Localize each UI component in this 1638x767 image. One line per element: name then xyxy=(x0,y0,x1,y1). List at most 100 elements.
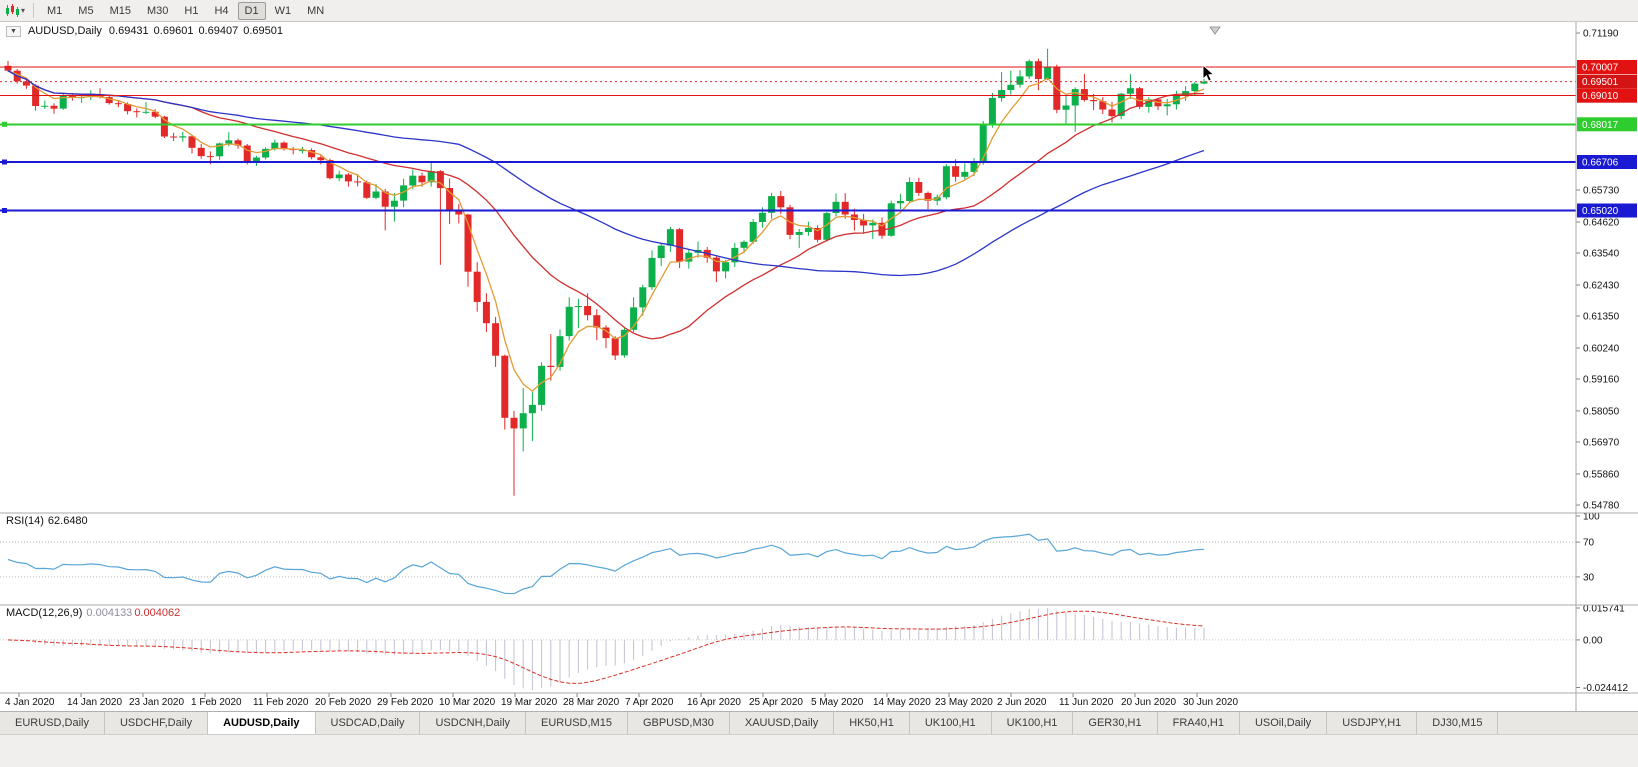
rsi-value: 62.6480 xyxy=(47,515,88,527)
ohlc-high: 0.69601 xyxy=(153,25,194,37)
candle xyxy=(998,72,1006,102)
rsi-line xyxy=(7,533,1205,595)
candle xyxy=(896,193,904,209)
level-lines-layer xyxy=(0,66,1576,213)
candle xyxy=(390,192,398,222)
chart-tab-dj30-m15[interactable]: DJ30,M15 xyxy=(1417,712,1499,734)
candle xyxy=(942,164,950,200)
chart-tab-fra40-h1[interactable]: FRA40,H1 xyxy=(1158,712,1240,734)
candle xyxy=(988,92,996,128)
candle xyxy=(869,219,877,239)
chart-tab-xauusd-daily[interactable]: XAUUSD,Daily xyxy=(730,712,835,734)
candle xyxy=(1200,78,1208,85)
price-axis-label: 0.55860 xyxy=(1583,469,1620,480)
chart-tab-usdcad-daily[interactable]: USDCAD,Daily xyxy=(316,712,421,734)
panel-separators xyxy=(0,22,1638,711)
candle xyxy=(455,204,463,224)
candle xyxy=(952,159,960,182)
candle xyxy=(372,184,380,200)
line-anchor-handle[interactable] xyxy=(2,121,7,127)
candle xyxy=(804,221,812,236)
chart-tab-hk50-h1[interactable]: HK50,H1 xyxy=(834,712,910,734)
candle xyxy=(749,219,757,244)
candle xyxy=(639,284,647,316)
chart-tab-usdchf-daily[interactable]: USDCHF,Daily xyxy=(105,712,209,734)
timeframe-d1[interactable]: D1 xyxy=(237,1,266,20)
candle xyxy=(446,178,454,224)
date-label: 19 Mar 2020 xyxy=(501,697,558,708)
timeframe-m30[interactable]: M30 xyxy=(146,4,169,17)
price-axis-label: 0.65730 xyxy=(1583,186,1620,197)
chart-tab-usdjpy-h1[interactable]: USDJPY,H1 xyxy=(1327,712,1418,734)
chart-tab-gbpusd-m30[interactable]: GBPUSD,M30 xyxy=(628,712,730,734)
candle xyxy=(574,298,582,329)
candle xyxy=(850,208,858,231)
collapse-arrow-icon[interactable]: ▼ xyxy=(6,25,21,37)
candle xyxy=(1126,74,1134,99)
candle xyxy=(602,325,610,349)
macd-signal-value: 0.004062 xyxy=(134,607,181,619)
svg-text:0.70007: 0.70007 xyxy=(1582,63,1619,74)
timeframe-m1[interactable]: M1 xyxy=(47,4,63,17)
rsi-axis-label: 100 xyxy=(1583,512,1600,523)
chart-tab-audusd-daily[interactable]: AUDUSD,Daily xyxy=(208,712,316,734)
chart-tab-eurusd-m15[interactable]: EURUSD,M15 xyxy=(526,712,628,734)
svg-text:0.65020: 0.65020 xyxy=(1582,206,1619,217)
svg-text:0.69501: 0.69501 xyxy=(1582,77,1619,88)
chart-tab-uk100-h1[interactable]: UK100,H1 xyxy=(992,712,1074,734)
ohlc-close: 0.69501 xyxy=(243,25,283,37)
chart-tab-uk100-h1[interactable]: UK100,H1 xyxy=(910,712,992,734)
candle xyxy=(1007,70,1015,95)
candle xyxy=(1034,58,1042,91)
timeframe-m15[interactable]: M15 xyxy=(109,4,131,17)
candle xyxy=(694,241,702,258)
date-label: 2 Jun 2020 xyxy=(997,697,1047,708)
date-label: 20 Feb 2020 xyxy=(315,697,372,708)
candle xyxy=(1025,59,1033,79)
candle xyxy=(814,225,822,243)
time-axis[interactable]: 4 Jan 2020 14 Jan 2020 23 Jan 2020 1 Feb 20… xyxy=(5,693,1238,708)
chart-shift-marker[interactable] xyxy=(1209,26,1221,35)
date-label: 16 Apr 2020 xyxy=(687,697,741,708)
timeframe-h4[interactable]: H4 xyxy=(214,4,229,17)
line-anchor-handle[interactable] xyxy=(2,159,7,165)
svg-text:0.66706: 0.66706 xyxy=(1582,158,1619,169)
macd-axis-label: -0.024412 xyxy=(1583,683,1628,694)
candle xyxy=(41,100,49,109)
price-axis-label: 0.62430 xyxy=(1583,281,1620,292)
timeframe-w1[interactable]: W1 xyxy=(274,4,292,17)
chart-tab-eurusd-daily[interactable]: EURUSD,Daily xyxy=(0,712,105,734)
timeframe-m5[interactable]: M5 xyxy=(78,4,94,17)
candle xyxy=(841,193,849,219)
candle xyxy=(832,193,840,217)
timeframe-buttons: M1 M5 M15 M30 H1 H4 D1 W1 MN xyxy=(39,1,332,20)
mouse-cursor xyxy=(1202,63,1215,82)
candle xyxy=(924,191,932,210)
line-anchor-handle[interactable] xyxy=(2,208,7,213)
date-label: 14 May 2020 xyxy=(873,697,931,708)
price-tag-0.70007: 0.70007 xyxy=(1577,60,1637,74)
chart-tab-ger30-h1[interactable]: GER30,H1 xyxy=(1073,712,1158,734)
candle xyxy=(133,108,141,118)
chart-tab-usdcnh-daily[interactable]: USDCNH,Daily xyxy=(420,712,527,734)
price-axis[interactable]: 0.71190 0.65730 0.64620 0.63540 0.62430 0.613… xyxy=(1576,29,1637,512)
candle xyxy=(510,410,518,496)
timeframe-h1[interactable]: H1 xyxy=(184,4,199,17)
macd-signal-line xyxy=(7,610,1205,684)
chart-type-icon[interactable]: ▾ xyxy=(5,4,25,17)
candle xyxy=(197,144,205,159)
candle xyxy=(179,131,187,142)
ma-line-ema-5 xyxy=(7,70,1205,392)
chart-symbol-label: AUDUSD,Daily xyxy=(27,25,102,37)
candles-layer xyxy=(4,48,1208,496)
price-tag-0.66706: 0.66706 xyxy=(1577,155,1637,169)
candle xyxy=(289,146,297,155)
candle xyxy=(354,174,362,187)
date-label: 14 Jan 2020 xyxy=(67,697,122,708)
candle xyxy=(666,226,674,252)
timeframe-mn[interactable]: MN xyxy=(307,4,325,17)
chart-ohlc-values: 0.69431 0.69601 0.69407 0.69501 xyxy=(109,25,288,37)
chart-tab-usoil-daily[interactable]: USOil,Daily xyxy=(1240,712,1328,734)
price-axis-label: 0.71190 xyxy=(1583,29,1619,40)
